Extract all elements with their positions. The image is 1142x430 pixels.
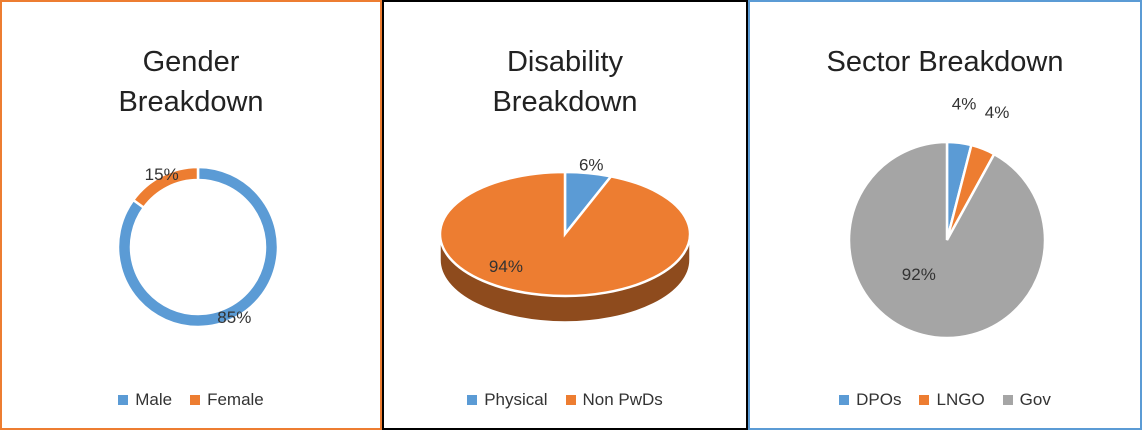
legend-label: LNGO xyxy=(936,390,985,409)
data-label: 6% xyxy=(579,155,604,174)
chart-panel: 85% 15% Gender Breakdown Male Female xyxy=(0,0,382,430)
legend-label: Male xyxy=(135,390,173,409)
legend-swatch xyxy=(190,395,201,405)
legend-item: LNGO xyxy=(919,390,985,410)
chart-title: Disability Breakdown xyxy=(492,46,638,118)
legend-swatch xyxy=(919,395,930,405)
data-label: 94% xyxy=(489,257,523,276)
legend-item: Non PwDs xyxy=(565,390,663,410)
chart: 6% 94% xyxy=(438,155,692,323)
legend-swatch xyxy=(1002,395,1013,405)
legend-swatch xyxy=(118,395,129,405)
legend-label: DPOs xyxy=(856,390,902,409)
pie-side xyxy=(440,234,690,322)
legend: Physical Non PwDs xyxy=(384,390,746,410)
slice xyxy=(116,165,280,329)
legend-label: Physical xyxy=(484,390,548,409)
data-label: 4% xyxy=(952,95,977,114)
legend-swatch xyxy=(839,395,850,405)
legend-item: Female xyxy=(190,390,264,410)
legend-label: Non PwDs xyxy=(582,390,663,409)
chart-panel: 4% 4% 92% Sector Breakdown DPOs LNGO Gov xyxy=(748,0,1142,430)
data-label: 92% xyxy=(902,265,936,284)
legend: DPOs LNGO Gov xyxy=(750,390,1140,410)
chart-title: Gender Breakdown xyxy=(118,46,264,118)
chart-title: Sector Breakdown xyxy=(826,46,1064,78)
legend-label: Female xyxy=(207,390,264,409)
chart-panel: 6% 94% Disability Breakdown Physical Non PwD… xyxy=(382,0,748,430)
legend-swatch xyxy=(467,395,478,405)
legend-item: Male xyxy=(118,390,172,410)
data-label: 4% xyxy=(985,103,1010,122)
legend: Male Female xyxy=(2,390,380,410)
legend-swatch xyxy=(565,395,576,405)
legend-item: DPOs xyxy=(839,390,901,410)
slice xyxy=(847,140,1047,340)
legend-label: Gov xyxy=(1019,390,1051,409)
chart: 85% 15% xyxy=(116,165,280,329)
legend-item: Gov xyxy=(1002,390,1051,410)
slice xyxy=(131,165,200,210)
data-label: 15% xyxy=(145,165,179,184)
slice xyxy=(438,170,692,298)
data-label: 85% xyxy=(217,308,251,327)
legend-item: Physical xyxy=(467,390,548,410)
chart: 4% 4% 92% xyxy=(847,95,1047,340)
